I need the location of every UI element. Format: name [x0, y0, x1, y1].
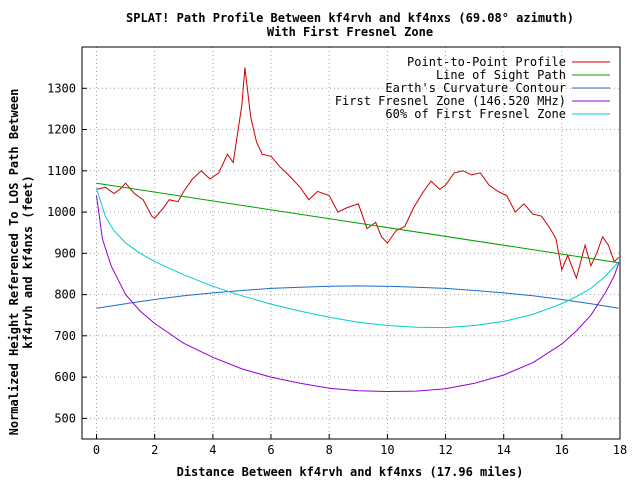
chart-subtitle: With First Fresnel Zone: [267, 25, 433, 39]
x-tick-label: 4: [209, 443, 216, 457]
y-tick-label: 600: [54, 370, 76, 384]
legend-label: Earth's Curvature Contour: [385, 81, 566, 95]
plot-frame: [81, 46, 621, 440]
x-tick-label: 14: [496, 443, 510, 457]
axis-ticks: 0 2 4 6 8 10 12 14 16 18 500 600 700 800 900 1000 1100 12…: [47, 81, 627, 457]
series-line-line-of-sight-path: [96, 182, 619, 264]
series-line-point-to-point-profile: [96, 67, 620, 280]
x-tick-label: 12: [438, 443, 452, 457]
y-axis-label-2: kf4rvh and kf4nxs (feet): [21, 175, 35, 348]
y-tick-label: 800: [54, 288, 76, 302]
y-tick-label: 700: [54, 329, 76, 343]
y-tick-label: 500: [54, 411, 76, 425]
series-line-60-of-first-fresnel-zone: [96, 188, 620, 329]
x-tick-label: 18: [613, 443, 627, 457]
y-tick-label: 1000: [47, 205, 76, 219]
legend-label: First Fresnel Zone (146.520 MHz): [335, 94, 566, 108]
y-tick-label: 1100: [47, 164, 76, 178]
x-axis-label: Distance Between kf4rvh and kf4nxs (17.9…: [177, 465, 524, 479]
series-line-first-fresnel-zone-146-520-mhz: [96, 195, 620, 393]
y-axis-label: Normalized Height Referenced To LOS Path…: [7, 89, 21, 436]
legend-label: 60% of First Fresnel Zone: [385, 107, 566, 121]
x-tick-label: 16: [555, 443, 569, 457]
legend-label: Point-to-Point Profile: [407, 55, 566, 69]
y-tick-label: 1300: [47, 81, 76, 95]
legend-label: Line of Sight Path: [436, 68, 566, 82]
x-tick-label: 2: [151, 443, 158, 457]
x-tick-label: 8: [326, 443, 333, 457]
x-tick-label: 10: [380, 443, 394, 457]
series-layer: [96, 67, 620, 393]
series-line-earth-s-curvature-contour: [96, 285, 619, 309]
x-tick-label: 0: [93, 443, 100, 457]
y-tick-label: 1200: [47, 123, 76, 137]
y-tick-label: 900: [54, 246, 76, 260]
chart-title: SPLAT! Path Profile Between kf4rvh and k…: [126, 11, 574, 25]
x-tick-label: 6: [267, 443, 274, 457]
